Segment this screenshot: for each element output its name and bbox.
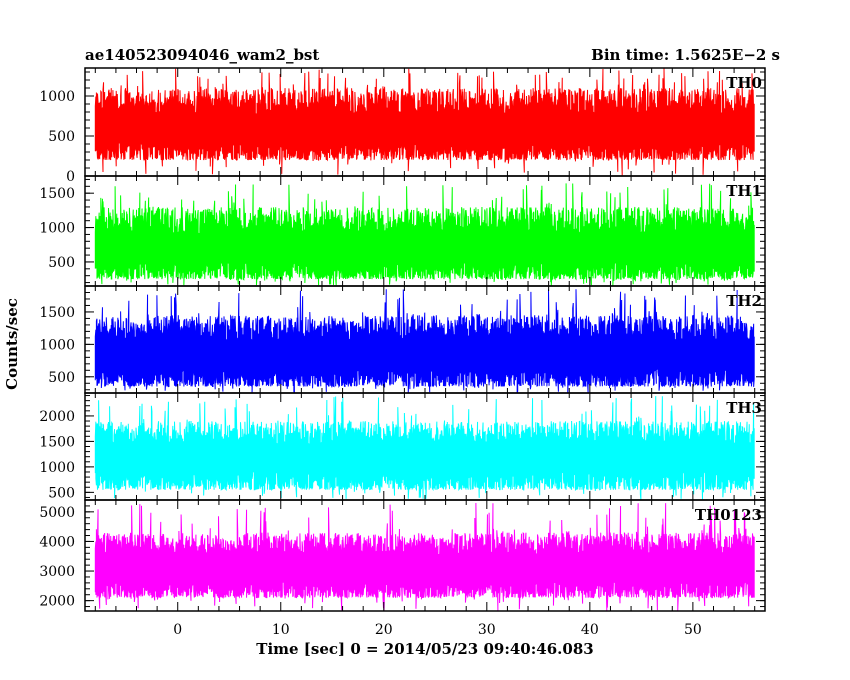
y-tick-label: 5000 bbox=[39, 505, 75, 521]
y-tick-label: 0 bbox=[66, 169, 75, 185]
chart-title-left: ae140523094046_wam2_bst bbox=[85, 46, 319, 64]
y-tick-label: 1000 bbox=[39, 221, 75, 237]
panel-th0123: 2000 3000 4000 5000 TH0123 bbox=[39, 499, 766, 612]
y-tick-label: 1500 bbox=[39, 186, 75, 202]
series-label-th2: TH2 bbox=[726, 292, 762, 310]
x-axis-label: Time [sec] 0 = 2014/05/23 09:40:46.083 bbox=[256, 640, 593, 658]
series-label-th1: TH1 bbox=[726, 182, 762, 200]
y-tick-label: 4000 bbox=[39, 534, 75, 550]
x-tick-label: 40 bbox=[581, 622, 599, 638]
x-tick-label: 10 bbox=[272, 622, 290, 638]
series-th0123-trace bbox=[94, 502, 755, 611]
x-tick-label: 50 bbox=[684, 622, 702, 638]
y-tick-label: 1000 bbox=[39, 337, 75, 353]
y-tick-label: 3000 bbox=[39, 564, 75, 580]
series-th0-trace bbox=[94, 68, 755, 176]
y-tick-label: 500 bbox=[48, 129, 75, 145]
series-label-th0: TH0 bbox=[726, 74, 762, 92]
series-label-th0123: TH0123 bbox=[695, 506, 762, 524]
y-tick-label: 1500 bbox=[39, 434, 75, 450]
panel-th3: 500 1000 1500 2000 TH3 bbox=[39, 392, 766, 501]
y-tick-label: 500 bbox=[48, 485, 75, 501]
y-tick-label: 2000 bbox=[39, 594, 75, 610]
y-tick-label: 1000 bbox=[39, 89, 75, 105]
y-tick-label: 1500 bbox=[39, 305, 75, 321]
chart-title-right: Bin time: 1.5625E−2 s bbox=[591, 46, 780, 64]
series-th2-trace bbox=[94, 289, 755, 393]
panel-th0: 0 500 1000 TH0 bbox=[39, 67, 766, 185]
series-th3-trace bbox=[94, 396, 755, 500]
y-tick-label: 500 bbox=[48, 370, 75, 386]
panel-th1: 500 1000 1500 TH1 bbox=[39, 175, 766, 287]
y-tick-label: 500 bbox=[48, 255, 75, 271]
panel-th2: 500 1000 1500 TH2 bbox=[39, 285, 766, 394]
x-tick-label: 0 bbox=[173, 622, 182, 638]
x-axis: 0 10 20 30 40 50 bbox=[173, 622, 702, 638]
series-label-th3: TH3 bbox=[726, 399, 762, 417]
x-tick-label: 30 bbox=[478, 622, 496, 638]
x-tick-label: 20 bbox=[375, 622, 393, 638]
y-axis-label: Counts/sec bbox=[3, 298, 21, 390]
y-tick-label: 1000 bbox=[39, 460, 75, 476]
y-tick-label: 2000 bbox=[39, 409, 75, 425]
series-th1-trace bbox=[94, 183, 755, 286]
